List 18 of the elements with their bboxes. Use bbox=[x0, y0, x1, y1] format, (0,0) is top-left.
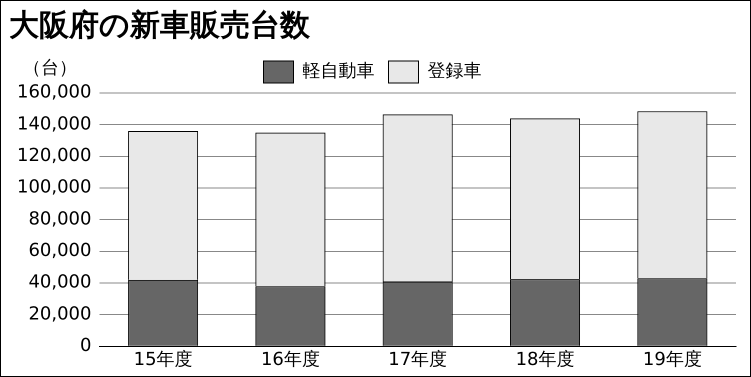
y-tick-label: 40,000 bbox=[28, 272, 92, 293]
x-tick-label: 18年度 bbox=[516, 348, 574, 370]
chart-title: 大阪府の新車販売台数 bbox=[9, 7, 310, 45]
legend-label: 登録車 bbox=[428, 60, 482, 82]
y-tick-label: 120,000 bbox=[16, 145, 92, 166]
y-axis-title: （台） bbox=[23, 58, 77, 79]
legend-label: 軽自動車 bbox=[302, 60, 374, 82]
y-tick-label: 20,000 bbox=[28, 303, 92, 324]
y-tick-label: 60,000 bbox=[28, 240, 92, 262]
y-tick-label: 140,000 bbox=[16, 113, 92, 134]
y-tick-label: 100,000 bbox=[16, 176, 92, 198]
y-tick-label: 80,000 bbox=[28, 208, 92, 230]
x-tick-label: 19年度 bbox=[642, 348, 702, 370]
x-tick-label: 17年度 bbox=[388, 348, 448, 370]
x-tick-label: 16年度 bbox=[260, 348, 320, 370]
y-tick-label: 0 bbox=[80, 335, 92, 356]
y-tick-label: 160,000 bbox=[16, 82, 92, 103]
x-tick-label: 15年度 bbox=[134, 348, 193, 370]
